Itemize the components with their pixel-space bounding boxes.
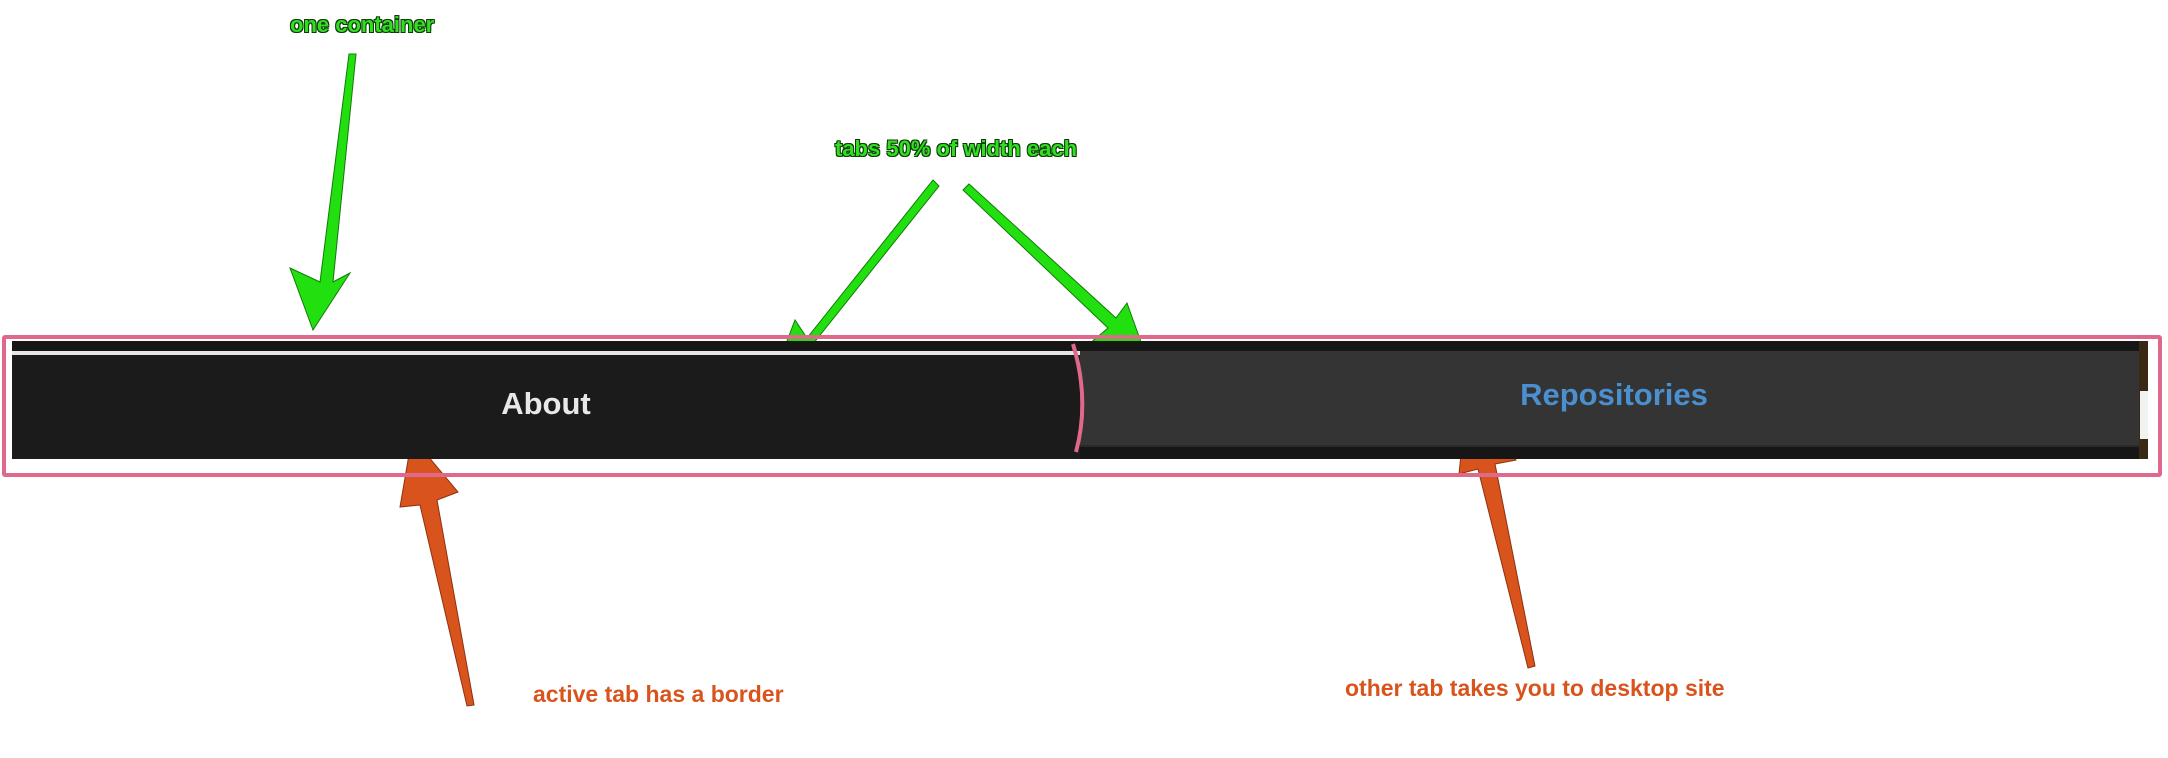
container-outline — [2, 335, 2162, 477]
annotation-container: one container — [290, 12, 435, 37]
scrollbar-thumb[interactable] — [2140, 391, 2148, 439]
arrow-active-tab-icon — [399, 435, 475, 707]
tab-container: About Repositories — [12, 341, 2148, 459]
annotation-tab-width: tabs 50% of width each — [835, 136, 1078, 161]
tab-about[interactable]: About — [12, 351, 1080, 459]
scrollbar[interactable] — [2139, 341, 2148, 459]
annotation-other-tab: other tab takes you to desktop site — [1345, 675, 1725, 701]
arrow-container-icon — [289, 53, 357, 332]
tab-repositories-label: Repositories — [1520, 377, 1708, 412]
annotation-active-tab: active tab has a border — [533, 681, 784, 707]
tab-about-label: About — [501, 386, 591, 421]
tab-repositories[interactable]: Repositories — [1080, 351, 2148, 447]
